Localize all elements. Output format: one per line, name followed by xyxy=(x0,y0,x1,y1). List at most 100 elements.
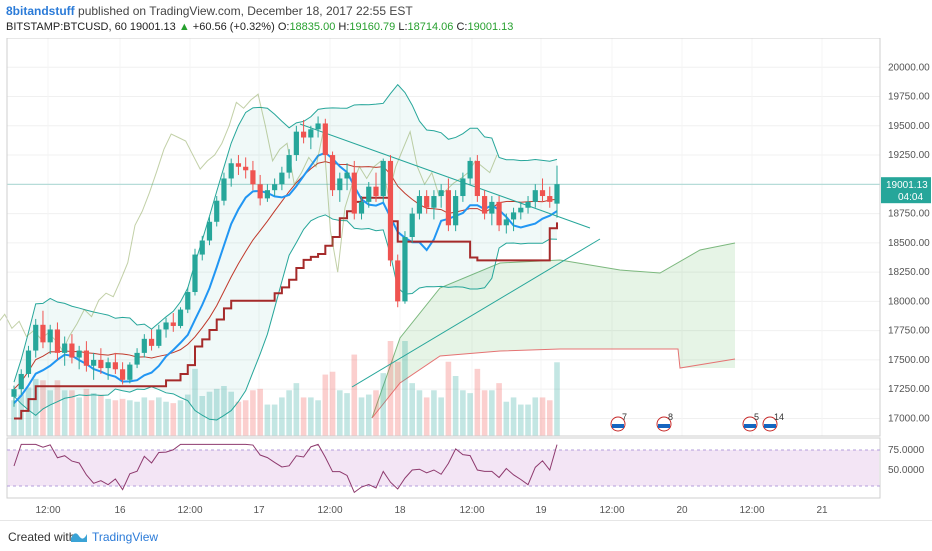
candle-body xyxy=(329,155,336,191)
price-tick-label: 18750.00 xyxy=(888,209,930,220)
volume-bar xyxy=(431,390,437,436)
price-axis[interactable]: 20000.0019750.0019500.0019250.0019000.00… xyxy=(881,62,931,424)
price-tick-label: 17000.00 xyxy=(888,413,930,424)
rsi-pane: 75.0000 50.0000 xyxy=(7,443,925,494)
volume-bar xyxy=(438,397,444,436)
candle-body xyxy=(214,200,220,222)
candle-body xyxy=(62,343,68,353)
volume-bar xyxy=(387,341,394,436)
volume-bar xyxy=(192,368,198,436)
volume-bar xyxy=(199,396,206,436)
event-flag-stripe xyxy=(764,424,776,428)
candle-body xyxy=(105,362,111,369)
trendline-resistance xyxy=(299,123,591,229)
price-tick-label: 19750.00 xyxy=(888,92,930,103)
volume-bar xyxy=(134,401,140,436)
price-tick-label: 17250.00 xyxy=(888,384,930,395)
volume-bar xyxy=(525,404,531,436)
created-with-label: Created with xyxy=(8,530,76,544)
volume-bar xyxy=(40,380,46,436)
volume-bar xyxy=(503,401,510,436)
candle-body xyxy=(474,160,480,197)
volume-bar xyxy=(329,371,336,436)
candle-body xyxy=(127,364,133,380)
time-tick-label: 19 xyxy=(535,505,547,516)
candle-body xyxy=(453,196,459,226)
volume-bar xyxy=(394,361,401,436)
candle-body xyxy=(387,160,394,261)
price-chart[interactable]: 20000.0019750.0019500.0019250.0019000.00… xyxy=(0,38,932,520)
volume-bar xyxy=(61,390,68,436)
volume-bar xyxy=(365,394,372,436)
volume-bar xyxy=(409,383,415,436)
time-tick-label: 21 xyxy=(816,505,828,516)
volume-bar xyxy=(351,354,358,436)
price-tick-label: 20000.00 xyxy=(888,62,930,73)
bollinger-upper xyxy=(13,83,558,383)
candle-body xyxy=(402,237,408,302)
candle-body xyxy=(301,131,307,138)
volume-bar xyxy=(119,398,126,436)
candle-body xyxy=(279,172,285,185)
time-tick-label: 12:00 xyxy=(317,505,342,516)
candle-body xyxy=(98,359,104,369)
volume-bar xyxy=(235,401,242,436)
candle-body xyxy=(76,350,82,358)
publish-info: published on TradingView.com, December 1… xyxy=(78,4,413,18)
candle-body xyxy=(293,131,299,156)
candle-body xyxy=(431,196,437,208)
candle-body xyxy=(228,163,234,179)
change-arrow-icon: ▲ xyxy=(178,21,190,33)
candle-body xyxy=(373,186,379,197)
candle-body xyxy=(286,155,292,173)
symbol-label[interactable]: BITSTAMP:BTCUSD, 60 xyxy=(6,21,127,33)
high-label: H: xyxy=(338,21,350,33)
volume-bar xyxy=(105,398,111,436)
main-pane-frame xyxy=(6,38,881,437)
ohlc-legend: BITSTAMP:BTCUSD, 60 19001.13 ▲ +60.56 (+… xyxy=(6,21,513,33)
candle-body xyxy=(257,184,263,199)
price-tick-label: 19500.00 xyxy=(888,121,930,132)
time-tick-label: 12:00 xyxy=(177,505,202,516)
volume-bar xyxy=(489,390,495,436)
trendlines xyxy=(7,123,880,388)
volume-bar xyxy=(308,397,314,436)
candle-body xyxy=(83,350,89,366)
time-tick-label: 17 xyxy=(253,505,265,516)
volume-bar xyxy=(250,390,256,436)
volume-bar xyxy=(90,393,97,436)
bollinger-lower xyxy=(13,214,558,421)
candle-body xyxy=(344,172,350,179)
candle-body xyxy=(525,201,531,208)
price-tick-label: 19250.00 xyxy=(888,150,930,161)
author-link[interactable]: 8bitandstuff xyxy=(6,4,75,18)
tradingview-link[interactable]: TradingView xyxy=(92,530,159,544)
candle-body xyxy=(539,190,546,197)
price-tick-label: 17750.00 xyxy=(888,326,930,337)
price-label: 19001.13 xyxy=(886,180,928,191)
candle-body xyxy=(206,221,213,241)
time-tick-label: 20 xyxy=(676,505,688,516)
candle-body xyxy=(250,170,256,185)
candle-body xyxy=(510,212,517,220)
price-tick-label: 18250.00 xyxy=(888,267,930,278)
tradingview-logo-icon[interactable] xyxy=(70,529,88,543)
volume-bar xyxy=(170,403,177,436)
bollinger-bands xyxy=(13,83,558,421)
candle-body xyxy=(445,190,451,226)
event-badge-count: 5 xyxy=(754,412,759,422)
candle-body xyxy=(148,338,155,346)
volume-bar xyxy=(213,388,220,436)
candle-body xyxy=(503,219,509,226)
volume-bar xyxy=(358,397,365,436)
volume-bar xyxy=(54,380,61,436)
candle-body xyxy=(18,373,24,390)
candle-body xyxy=(409,213,415,237)
candle-body xyxy=(199,240,205,255)
event-badges: 7 8 5 14 xyxy=(610,412,784,432)
volume-bar xyxy=(467,393,473,436)
candle-body xyxy=(243,166,249,171)
open-value: 18835.00 xyxy=(289,21,336,33)
volume-bar xyxy=(460,390,466,436)
time-axis[interactable]: 12:00 16 12:00 17 12:00 18 12:00 19 12:00 20 12:00… xyxy=(35,505,828,516)
